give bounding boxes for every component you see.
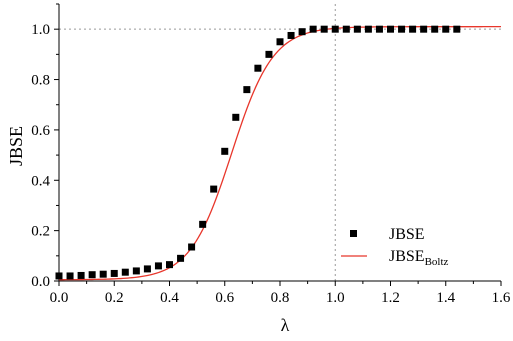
legend-marker-scatter <box>350 230 357 237</box>
data-points <box>55 25 461 280</box>
fit-curve-line <box>58 26 501 281</box>
y-tick-label: 1.0 <box>31 22 50 38</box>
x-tick-label: 0.0 <box>50 290 69 306</box>
data-point <box>431 25 439 33</box>
data-point <box>442 25 450 33</box>
x-tick-label: 0.6 <box>215 290 234 306</box>
data-point <box>453 25 461 33</box>
y-tick-label: 0.4 <box>31 173 50 189</box>
ticks: 0.0 0.2 0.4 0.6 0.8 1.0 1.2 1.4 1.6 0.0 0.2 0.4 0.6 0… <box>31 3 511 306</box>
legend-label-line-main: JBSE <box>389 248 425 265</box>
data-point <box>287 31 295 39</box>
data-point <box>99 270 107 278</box>
x-tick-label: 0.8 <box>271 290 290 306</box>
data-point <box>409 25 417 33</box>
data-point <box>154 262 162 270</box>
data-point <box>375 25 383 33</box>
data-point <box>276 38 284 46</box>
x-tick-label: 1.2 <box>381 290 400 306</box>
data-point <box>298 28 306 36</box>
y-tick-label: 0.8 <box>31 73 50 89</box>
data-point <box>199 220 207 228</box>
y-tick-label: 0.6 <box>31 123 50 139</box>
data-point <box>342 25 350 33</box>
data-point <box>232 113 240 121</box>
data-point <box>143 265 151 273</box>
legend-label-line-sub: Boltz <box>425 256 449 268</box>
data-point <box>121 268 129 276</box>
x-tick-label: 1.4 <box>436 290 455 306</box>
data-point <box>309 25 317 33</box>
data-point <box>166 261 173 269</box>
data-point <box>265 50 273 58</box>
x-tick-label: 1.6 <box>492 290 511 306</box>
y-tick-label: 0.0 <box>31 274 50 290</box>
data-point <box>132 267 140 275</box>
data-point <box>210 185 218 193</box>
legend-label-line: JBSEBoltz <box>389 248 449 268</box>
data-point <box>387 25 394 33</box>
reference-lines <box>59 4 501 281</box>
y-axis-label: JBSE <box>6 126 26 166</box>
data-point <box>320 25 328 33</box>
legend: JBSE JBSEBoltz <box>341 226 449 268</box>
x-tick-label: 0.2 <box>105 290 124 306</box>
data-point <box>77 271 85 279</box>
axes <box>58 4 501 282</box>
legend-label-scatter: JBSE <box>389 226 425 243</box>
x-tick-label: 1.0 <box>326 290 345 306</box>
fit-curve-layer <box>58 26 501 281</box>
data-point <box>243 86 251 94</box>
data-point <box>364 25 372 33</box>
x-tick-label: 0.4 <box>160 290 179 306</box>
data-point <box>188 243 196 251</box>
data-point <box>254 64 262 72</box>
data-point <box>177 254 185 262</box>
data-point <box>110 269 118 277</box>
data-point <box>420 25 428 33</box>
data-point <box>66 272 74 280</box>
data-point <box>55 272 63 280</box>
data-point <box>221 147 229 155</box>
data-point <box>331 25 339 33</box>
data-point <box>398 25 406 33</box>
data-point <box>353 25 361 33</box>
x-axis-label: λ <box>281 315 290 335</box>
y-tick-label: 0.2 <box>31 224 50 240</box>
data-point <box>88 271 96 279</box>
